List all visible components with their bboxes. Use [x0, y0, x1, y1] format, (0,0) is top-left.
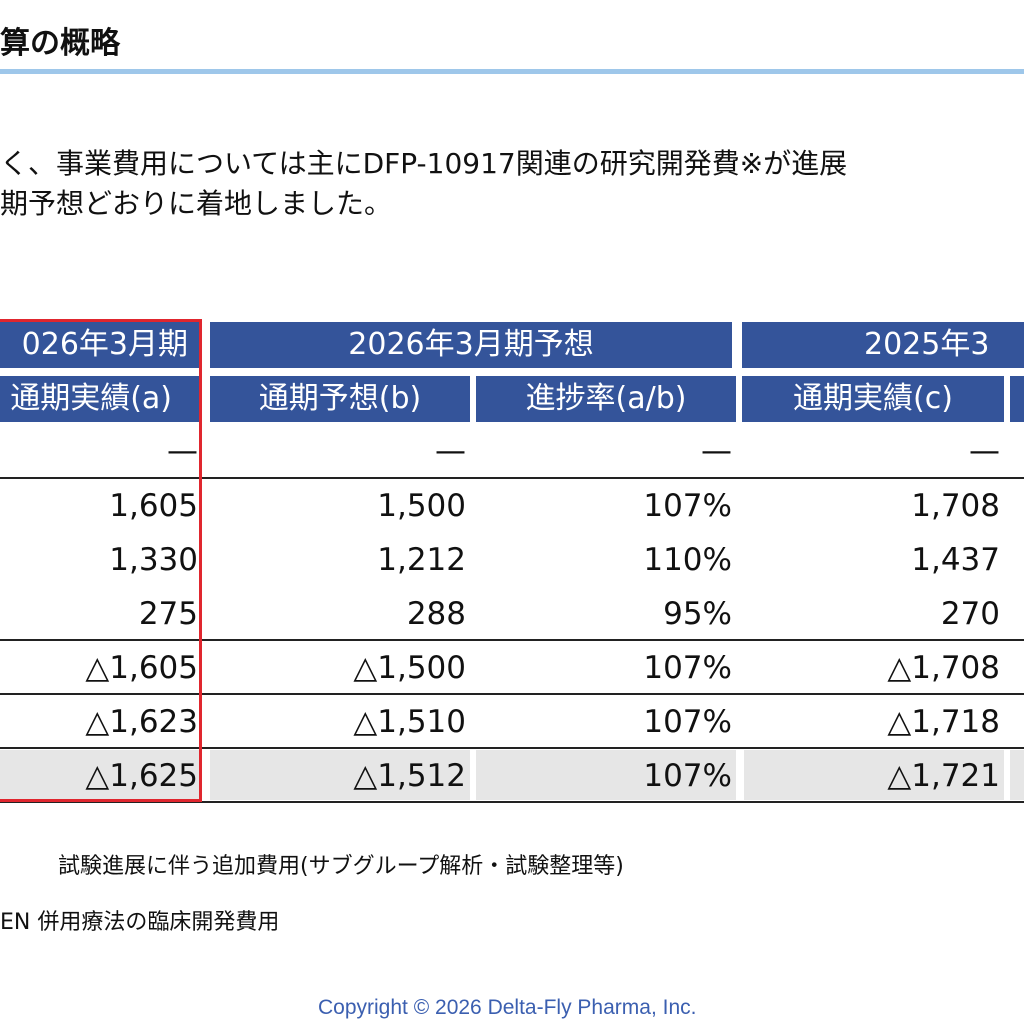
cell-actual-c: △1,721 — [887, 758, 1000, 794]
footnote-1: 試験進展に伴う追加費用(サブグループ解析・試験整理等) — [58, 854, 624, 879]
cell-progress-rate: 110% — [643, 542, 732, 578]
group-header-forecast: 2026年3月期予想 — [210, 322, 732, 368]
cell-actual-a: △1,625 — [85, 758, 198, 794]
cell-actual-c: — — [969, 433, 1000, 469]
total-row-shade — [1010, 750, 1024, 800]
cell-actual-a: 1,330 — [109, 542, 198, 578]
row-divider — [0, 477, 1024, 479]
cell-forecast-b: 1,500 — [377, 488, 466, 524]
total-row-shade — [210, 750, 470, 800]
sub-header-actual-a: 通期実績(a) — [0, 376, 202, 422]
cell-forecast-b: 1,212 — [377, 542, 466, 578]
cell-forecast-b: — — [435, 433, 466, 469]
row-divider — [0, 639, 1024, 641]
sub-header-progress-rate: 進捗率(a/b) — [476, 376, 736, 422]
cell-progress-rate: 95% — [663, 596, 732, 632]
cell-actual-a: 275 — [138, 596, 198, 632]
cell-actual-c: 270 — [940, 596, 1000, 632]
cell-actual-c: 1,437 — [911, 542, 1000, 578]
total-row-shade — [744, 750, 1004, 800]
sub-header-actual-c: 通期実績(c) — [742, 376, 1004, 422]
cell-progress-rate: 107% — [643, 488, 732, 524]
intro-line-1: く、事業費用については主にDFP-10917関連の研究開発費※が進展 — [0, 147, 848, 180]
row-divider — [0, 747, 1024, 749]
cell-actual-c: △1,718 — [887, 704, 1000, 740]
sub-header-forecast-b: 通期予想(b) — [210, 376, 470, 422]
intro-line-2: 期予想どおりに着地しました。 — [0, 187, 393, 220]
cell-actual-c: △1,708 — [887, 650, 1000, 686]
cell-actual-a: △1,623 — [85, 704, 198, 740]
cell-progress-rate: — — [701, 433, 732, 469]
copyright-text: Copyright © 2026 Delta-Fly Pharma, Inc. — [318, 996, 697, 1019]
cell-actual-a: — — [167, 433, 198, 469]
group-header-prior-year: 2025年3 — [742, 322, 1024, 368]
cell-actual-c: 1,708 — [911, 488, 1000, 524]
cell-actual-a: 1,605 — [109, 488, 198, 524]
total-row-shade — [476, 750, 736, 800]
sub-header-cutoff — [1010, 376, 1024, 422]
total-row-shade — [0, 750, 202, 800]
title-underline — [0, 69, 1024, 74]
cell-progress-rate: 107% — [643, 704, 732, 740]
cell-progress-rate: 107% — [643, 650, 732, 686]
cell-forecast-b: △1,510 — [353, 704, 466, 740]
row-divider — [0, 693, 1024, 695]
page-title: 算の概略 — [0, 26, 120, 61]
row-divider — [0, 801, 1024, 803]
cell-forecast-b: △1,500 — [353, 650, 466, 686]
group-header-current-actual: 026年3月期 — [0, 322, 202, 368]
cell-forecast-b: 288 — [406, 596, 466, 632]
footnote-2: EN 併用療法の臨床開発費用 — [0, 910, 280, 935]
highlight-box-current-actual — [0, 319, 202, 802]
cell-progress-rate: 107% — [643, 758, 732, 794]
cell-forecast-b: △1,512 — [353, 758, 466, 794]
cell-actual-a: △1,605 — [85, 650, 198, 686]
